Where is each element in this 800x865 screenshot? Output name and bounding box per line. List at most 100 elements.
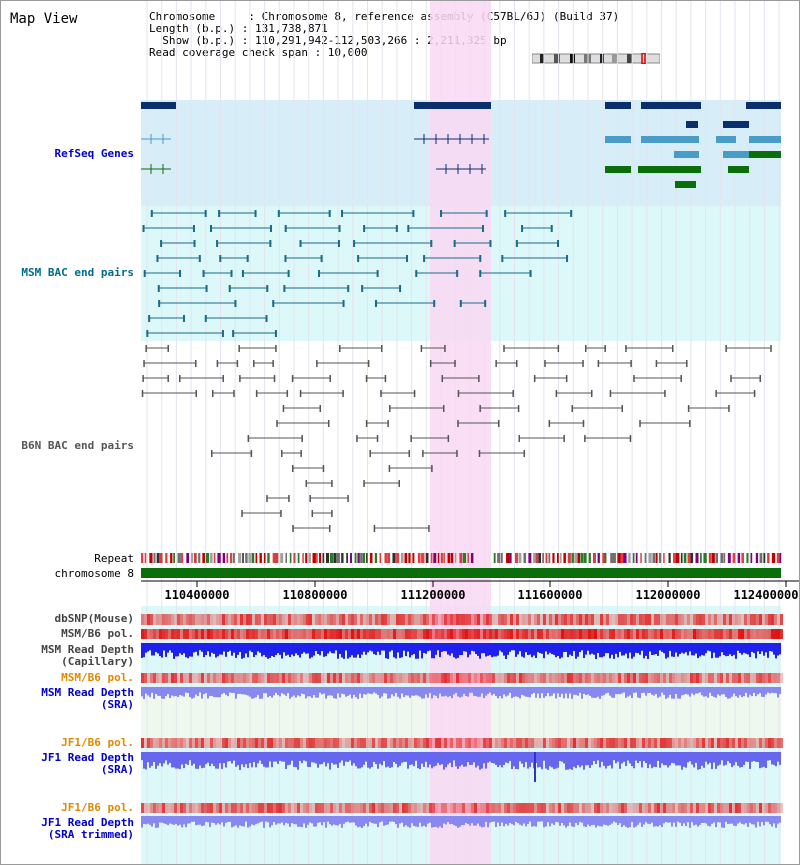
msm-depth-capillary-bar (553, 643, 555, 655)
jf1-depth-trimmed-bar (429, 816, 431, 823)
jf1-b6-pol-cell (747, 738, 750, 748)
jf1-b6-pol-cell (702, 803, 705, 813)
jf1-b6-pol-cell (765, 803, 768, 813)
jf1-b6-pol-cell (621, 738, 624, 748)
jf1-b6-pol-cell (213, 803, 216, 813)
msm-b6-pol-cell (354, 673, 357, 683)
msm-b6-pol-cell (549, 629, 552, 639)
msm-depth-sra-bar (433, 687, 435, 696)
msm-depth-capillary-bar (493, 643, 495, 657)
jf1-b6-pol-cell (426, 738, 429, 748)
jf1-depth-sra-bar (245, 752, 247, 765)
msm-b6-pol-cell (489, 629, 492, 639)
jf1-b6-pol-cell (510, 803, 513, 813)
msm-depth-sra-bar (633, 687, 635, 693)
jf1-b6-pol-cell (342, 738, 345, 748)
jf1-depth-trimmed-bar (225, 816, 227, 823)
msm-depth-sra-bar (499, 687, 501, 697)
jf1-b6-pol-cell (678, 803, 681, 813)
jf1-depth-sra-bar (457, 752, 459, 769)
jf1-b6-pol-cell (378, 738, 381, 748)
bac-end-marker (633, 375, 635, 382)
jf1-depth-sra-bar (653, 752, 655, 767)
msm-b6-pol-cell (504, 673, 507, 683)
msm-b6-pol-cell (495, 673, 498, 683)
msm-b6-pol-cell (450, 629, 453, 639)
jf1-depth-sra-bar (677, 752, 679, 766)
bac-end-marker (363, 480, 365, 487)
jf1-depth-trimmed-bar (547, 816, 549, 823)
jf1-depth-trimmed-bar (569, 816, 571, 823)
msm-depth-capillary-bar (521, 643, 523, 657)
jf1-depth-trimmed-bar (721, 816, 723, 828)
msm-b6-pol-cell (219, 629, 222, 639)
dbsnp-cell (444, 614, 447, 625)
msm-depth-capillary-bar (775, 643, 777, 659)
dbsnp-cell (579, 614, 582, 625)
msm-b6-pol-cell (336, 673, 339, 683)
jf1-depth-sra-bar (395, 752, 397, 764)
jf1-depth-sra-bar (683, 752, 685, 767)
msm-depth-capillary-bar (733, 643, 735, 655)
jf1-depth-sra-bar (169, 752, 171, 763)
msm-depth-sra-bar (425, 687, 427, 695)
msm-depth-capillary-bar (649, 643, 651, 652)
jf1-b6-pol-cell (681, 738, 684, 748)
dbsnp-cell (519, 614, 522, 625)
msm-depth-sra-bar (779, 687, 781, 695)
msm-depth-capillary-bar (229, 643, 231, 651)
jf1-depth-sra-bar (507, 752, 509, 764)
jf1-b6-pol-cell (372, 803, 375, 813)
jf1-b6-pol-cell (552, 738, 555, 748)
dbsnp-cell (558, 614, 561, 625)
msm-b6-pol-cell (711, 673, 714, 683)
jf1-depth-trimmed-bar (151, 816, 153, 827)
msm-depth-sra-bar (435, 687, 437, 696)
jf1-depth-trimmed-bar (559, 816, 561, 826)
jf1-b6-pol-cell (534, 803, 537, 813)
jf1-depth-trimmed-bar (571, 816, 573, 827)
jf1-b6-pol-cell (612, 738, 615, 748)
repeat-element (604, 553, 607, 563)
jf1-b6-pol-cell (555, 738, 558, 748)
jf1-depth-trimmed-bar (617, 816, 619, 825)
msm-depth-sra-bar (377, 687, 379, 695)
msm-b6-pol-cell (633, 673, 636, 683)
msm-depth-sra-bar (733, 687, 735, 694)
msm-depth-sra-bar (287, 687, 289, 694)
bac-end-marker (291, 465, 294, 472)
jf1-depth-trimmed-bar (541, 816, 543, 822)
jf1-depth-trimmed-bar (623, 816, 625, 826)
msm-depth-sra-bar (577, 687, 579, 696)
jf1-b6-pol-cell (351, 803, 354, 813)
msm-depth-capillary-bar (205, 643, 207, 655)
msm-depth-sra-bar (477, 687, 479, 697)
msm-b6-pol-cell (171, 673, 174, 683)
msm-b6-pol-cell (384, 673, 387, 683)
jf1-b6-pol-cell (369, 803, 372, 813)
bac-end-marker (597, 360, 600, 367)
msm-depth-capillary-bar (671, 643, 673, 657)
msm-depth-capillary-bar (445, 643, 447, 652)
msm-b6-pol-cell (420, 629, 423, 639)
dbsnp-cell (570, 614, 573, 625)
msm-depth-capillary-bar (381, 643, 383, 651)
repeat-element (238, 553, 242, 563)
jf1-depth-sra-bar (421, 752, 423, 764)
jf1-b6-pol-cell (309, 803, 312, 813)
msm-depth-capillary-bar (443, 643, 445, 652)
jf1-depth-sra-bar (281, 752, 283, 762)
bac-end-marker (381, 345, 383, 352)
jf1-b6-pol-cell (630, 738, 633, 748)
jf1-b6-pol-cell (675, 738, 678, 748)
jf1-depth-trimmed-bar (657, 816, 659, 827)
msm-depth-sra-bar (389, 687, 391, 699)
jf1-b6-pol-cell (699, 738, 702, 748)
jf1-depth-trimmed-bar (761, 816, 763, 822)
jf1-depth-trimmed-bar (577, 816, 579, 826)
msm-b6-pol-cell (198, 629, 201, 639)
msm-depth-capillary-bar (255, 643, 257, 655)
jf1-depth-sra-bar (427, 752, 429, 768)
repeat-element (571, 553, 574, 563)
